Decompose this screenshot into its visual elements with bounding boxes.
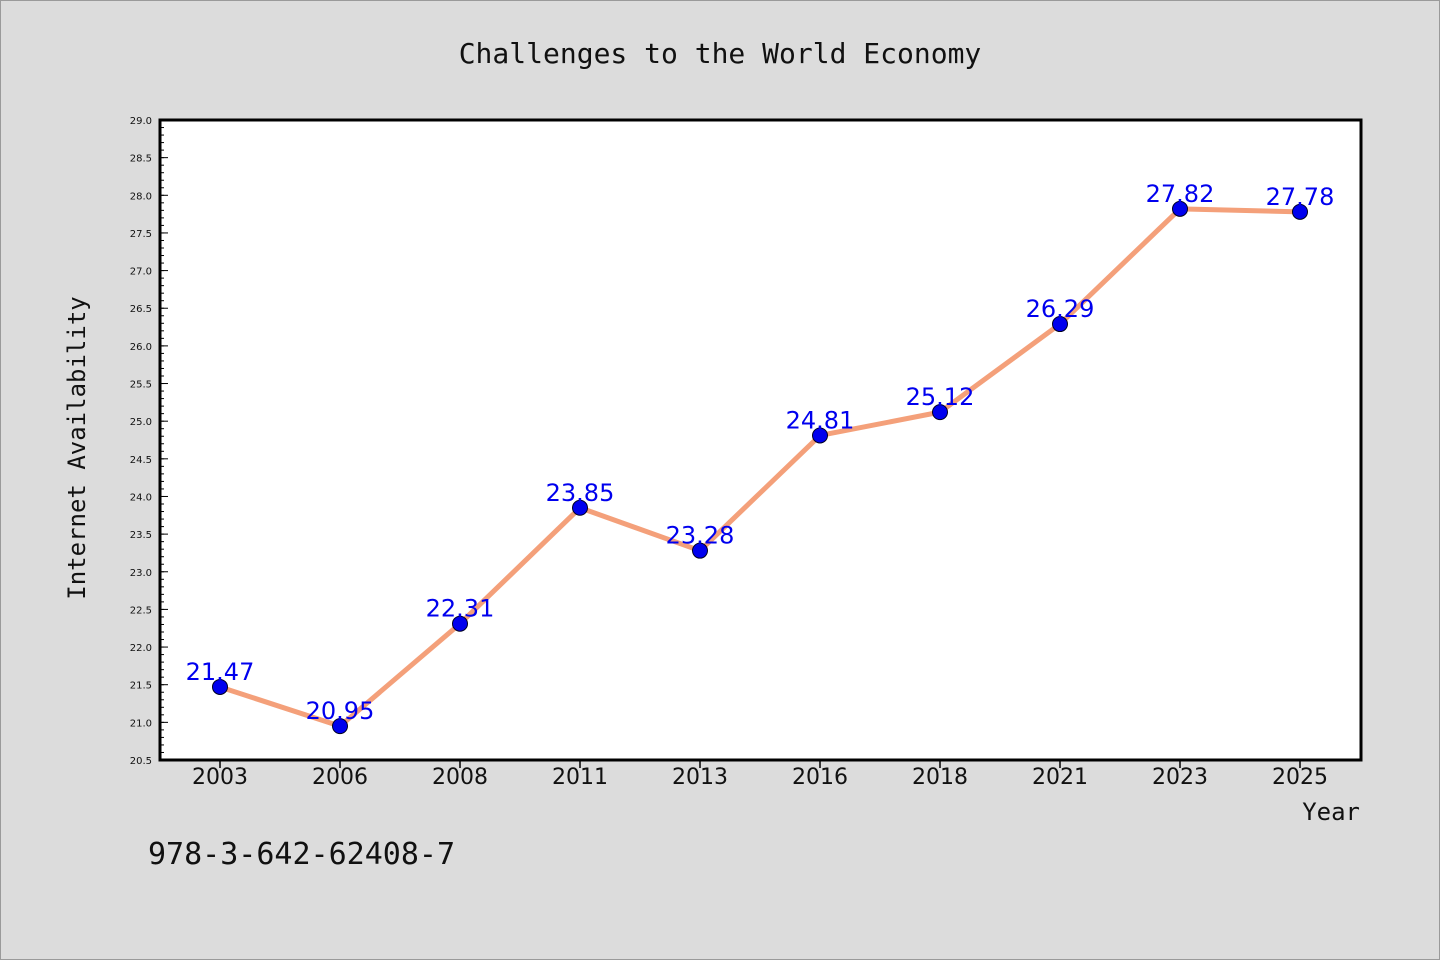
- x-tick-label: 2023: [1152, 765, 1208, 790]
- y-tick-label: 23.5: [130, 530, 152, 541]
- x-tick-label: 2003: [192, 765, 248, 790]
- y-tick-label: 22.0: [130, 643, 152, 654]
- data-point: [812, 427, 828, 444]
- y-tick-label: 27.0: [130, 267, 152, 278]
- data-label: 20.95: [306, 697, 375, 725]
- data-point: [332, 718, 348, 735]
- y-tick-label: 21.0: [130, 718, 152, 729]
- data-point: [1172, 200, 1188, 217]
- y-tick-label: 26.5: [130, 304, 152, 315]
- data-point: [1052, 316, 1068, 333]
- x-axis-ticks: 2003 2006 2008 2011 2013 2016 2018 2021 2023 2025: [192, 760, 1328, 790]
- data-label: 24.81: [786, 406, 855, 434]
- y-tick-label: 27.5: [130, 229, 152, 240]
- x-tick-label: 2021: [1032, 765, 1088, 790]
- y-axis-ticks: 20.5 21.0 21.5 22.0 22.5 23.0 23.5 24.0 24.5 25.0…: [130, 116, 168, 767]
- data-point: [1292, 203, 1308, 220]
- y-tick-label: 25.0: [130, 417, 152, 428]
- y-tick-label: 28.5: [130, 154, 152, 165]
- y-tick-label: 22.5: [130, 605, 152, 616]
- y-tick-label: 23.0: [130, 568, 152, 579]
- data-label: 21.47: [186, 658, 255, 686]
- data-label: 23.85: [546, 479, 615, 507]
- y-tick-label: 20.5: [130, 756, 152, 767]
- x-tick-label: 2013: [672, 765, 728, 790]
- data-label: 22.31: [426, 595, 495, 623]
- data-point: [932, 404, 948, 421]
- y-tick-label: 24.5: [130, 455, 152, 466]
- x-tick-label: 2018: [912, 765, 968, 790]
- data-label: 26.29: [1026, 295, 1095, 323]
- data-label: 23.28: [666, 522, 735, 550]
- x-axis-label: Year: [1302, 798, 1360, 826]
- data-point: [572, 499, 588, 516]
- x-tick-label: 2006: [312, 765, 368, 790]
- y-tick-label: 26.0: [130, 342, 152, 353]
- x-tick-label: 2011: [552, 765, 608, 790]
- data-label: 25.12: [906, 383, 975, 411]
- y-tick-label: 21.5: [130, 681, 152, 692]
- data-label: 27.78: [1266, 183, 1335, 211]
- y-tick-label: 25.5: [130, 380, 152, 391]
- footnote-isbn: 978-3-642-62408-7: [148, 837, 455, 872]
- chart-title: Challenges to the World Economy: [459, 37, 982, 70]
- data-point: [692, 542, 708, 559]
- x-tick-label: 2008: [432, 765, 488, 790]
- x-tick-label: 2025: [1272, 765, 1328, 790]
- y-tick-label: 28.0: [130, 191, 152, 202]
- x-tick-label: 2016: [792, 765, 848, 790]
- series-line: [217, 206, 1303, 729]
- series-group: 21.47 20.95 22.31 23.85 23.28 24.81 25.12 26.29…: [186, 180, 1335, 735]
- data-point: [212, 678, 228, 695]
- data-label: 27.82: [1146, 180, 1215, 208]
- data-point: [452, 615, 468, 632]
- y-tick-label: 24.0: [130, 492, 152, 503]
- y-axis-label: Internet Availability: [63, 296, 91, 599]
- y-tick-label: 29.0: [130, 116, 152, 127]
